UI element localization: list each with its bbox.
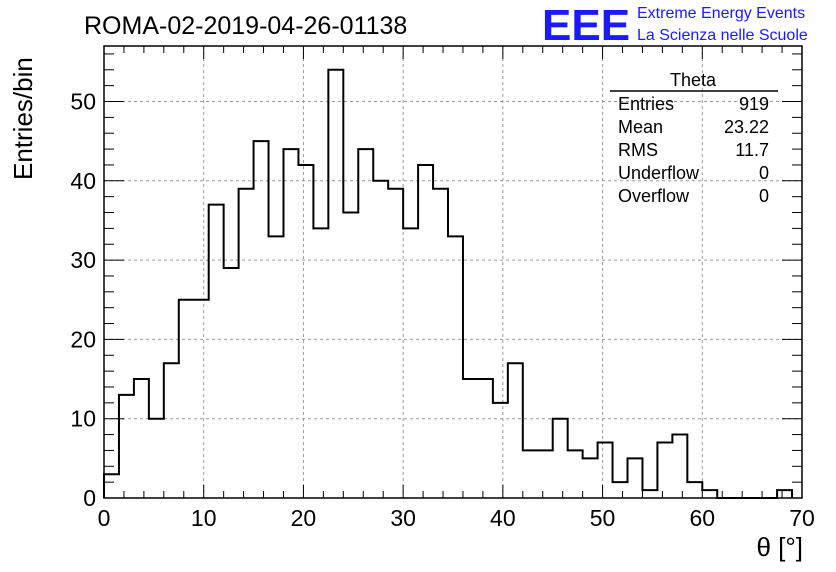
x-tick-label: 40 [490, 505, 516, 531]
stats-row-label: Overflow [618, 186, 690, 206]
y-tick-label: 40 [70, 168, 96, 194]
x-tick-label: 60 [689, 505, 715, 531]
chart-title: ROMA-02-2019-04-26-01138 [84, 12, 407, 40]
x-tick-label: 50 [590, 505, 616, 531]
y-tick-label: 20 [70, 326, 96, 352]
stats-rows: Entries 919 Mean 23.22 RMS 11.7 Underflow 0 Over… [618, 94, 769, 206]
x-tick-label: 20 [291, 505, 317, 531]
logo-line-2: La Scienza nelle Scuole [637, 27, 808, 44]
y-tick-label: 10 [70, 406, 96, 432]
y-axis-label: Entries/bin [8, 57, 38, 180]
stats-row-value: 23.22 [724, 117, 769, 137]
stats-row-value: 0 [759, 186, 769, 206]
x-tick-label: 0 [98, 505, 111, 531]
x-tick-label: 30 [390, 505, 416, 531]
stats-row-label: Entries [618, 94, 674, 114]
y-tick-labels: 0 10 20 30 40 50 [70, 89, 96, 511]
x-tick-label: 70 [789, 505, 815, 531]
x-axis-label: θ [°] [756, 532, 803, 562]
y-tick-label: 50 [70, 89, 96, 115]
stats-row-value: 11.7 [735, 140, 769, 160]
stats-box: Theta Entries 919 Mean 23.22 RMS 11.7 Underflo… [610, 70, 778, 206]
x-tick-label: 10 [191, 505, 217, 531]
logo-line-1: Extreme Energy Events [637, 5, 805, 22]
logo-mark: EEE [542, 1, 630, 50]
stats-row-label: Mean [618, 117, 663, 137]
stats-row-label: Underflow [618, 163, 700, 183]
stats-title: Theta [670, 70, 717, 90]
eee-logo: EEE Extreme Energy Events La Scienza nel… [542, 1, 808, 50]
stats-row-label: RMS [618, 140, 658, 160]
plot-frame [103, 45, 803, 499]
y-tick-label: 0 [83, 485, 96, 511]
histogram-outline [103, 68, 794, 499]
y-tick-label: 30 [70, 247, 96, 273]
axis-ticks [103, 46, 803, 499]
stats-row-value: 919 [739, 94, 769, 114]
stats-row-value: 0 [759, 163, 769, 183]
x-tick-labels: 0 10 20 30 40 50 60 70 [98, 505, 815, 531]
grid [104, 46, 802, 498]
